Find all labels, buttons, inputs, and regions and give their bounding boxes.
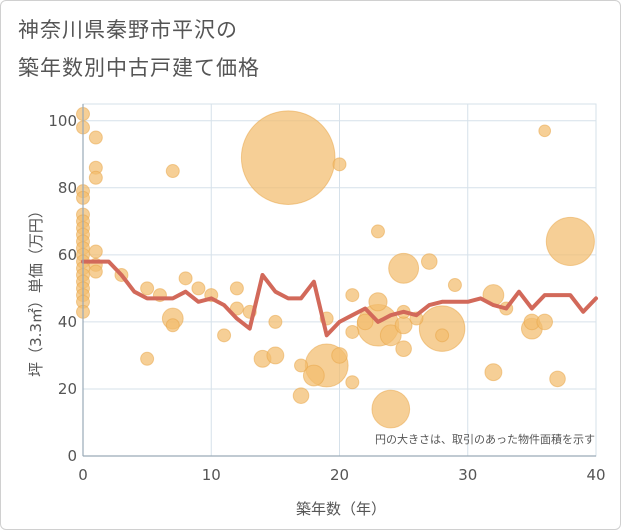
- data-point: [370, 224, 385, 239]
- trend-line-group: [81, 259, 598, 338]
- x-tick-label: 0: [78, 466, 88, 484]
- data-point: [165, 164, 180, 179]
- chart-title-line1: 神奈川県秦野市平沢の: [18, 18, 238, 42]
- data-point: [538, 124, 552, 138]
- size-legend-note: 円の大きさは、取引のあった物件面積を示す: [375, 432, 595, 446]
- data-point: [345, 288, 360, 303]
- data-point: [240, 110, 336, 205]
- x-axis-label: 築年数（年）: [296, 500, 386, 518]
- grid: [82, 103, 597, 457]
- data-point: [268, 314, 283, 329]
- data-point: [356, 313, 374, 331]
- data-point: [88, 130, 103, 145]
- data-point: [447, 278, 462, 293]
- y-axis-label: 坪（3.3㎡）単価（万円）: [27, 203, 45, 377]
- data-point: [191, 281, 206, 296]
- data-point: [140, 281, 155, 296]
- bubbles: [76, 107, 595, 429]
- data-point: [368, 292, 388, 312]
- data-point: [484, 363, 503, 382]
- data-point: [388, 252, 420, 284]
- data-point: [395, 340, 412, 358]
- y-tick-label: 60: [58, 246, 77, 264]
- data-point: [435, 328, 450, 343]
- data-point: [229, 301, 244, 316]
- data-point: [536, 313, 554, 331]
- tick-labels: 0 10 20 30 40 0 20 40 60 80 100: [48, 112, 605, 484]
- y-tick-label: 0: [67, 447, 77, 465]
- data-point: [294, 358, 309, 373]
- x-tick-label: 10: [202, 466, 221, 484]
- data-point: [549, 370, 566, 388]
- y-tick-label: 100: [48, 112, 77, 130]
- data-point: [345, 375, 360, 390]
- data-point: [217, 328, 232, 343]
- data-point: [178, 271, 193, 286]
- trend-line: [81, 259, 598, 338]
- data-point: [331, 347, 348, 364]
- data-point: [371, 389, 411, 429]
- data-point: [332, 157, 347, 172]
- data-point: [266, 346, 285, 365]
- x-tick-label: 40: [586, 466, 605, 484]
- data-point: [88, 264, 103, 279]
- data-point: [88, 244, 103, 259]
- y-tick-label: 80: [58, 179, 77, 197]
- data-point: [229, 281, 244, 296]
- chart-title-line2: 築年数別中古戸建て価格: [18, 56, 260, 80]
- data-point: [345, 324, 360, 339]
- data-point: [88, 170, 103, 185]
- y-tick-label: 20: [58, 380, 77, 398]
- y-tick-label: 40: [58, 313, 77, 331]
- axes: [82, 104, 596, 457]
- data-point: [165, 318, 180, 333]
- x-tick-label: 30: [458, 466, 477, 484]
- data-point: [379, 324, 402, 347]
- x-tick-label: 20: [330, 466, 349, 484]
- data-point: [292, 387, 310, 404]
- data-point: [420, 253, 438, 270]
- data-point: [140, 351, 155, 366]
- data-point: [545, 216, 595, 266]
- data-point: [302, 364, 325, 387]
